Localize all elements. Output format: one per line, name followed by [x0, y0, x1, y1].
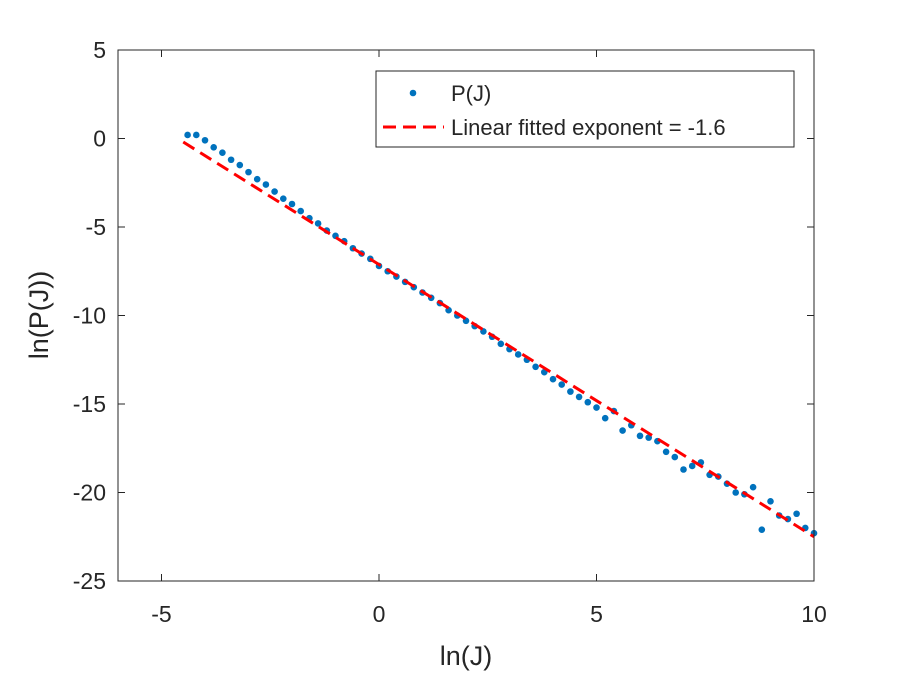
data-point: [297, 207, 305, 215]
data-point: [271, 188, 278, 195]
data-point: [514, 351, 522, 358]
legend-label-points: P(J): [451, 81, 491, 106]
y-axis-label: ln(P(J)): [24, 271, 54, 360]
y-tick-label: -5: [86, 214, 106, 240]
data-point: [253, 175, 261, 183]
x-tick-label: 5: [590, 601, 603, 627]
y-axis-ticks: 5 0 -5 -10 -15 -20 -25: [73, 37, 814, 594]
data-point: [680, 466, 687, 473]
fit-layer: [182, 140, 815, 539]
data-point: [793, 510, 800, 518]
x-tick-label: 0: [373, 601, 386, 627]
data-point: [227, 156, 235, 164]
data-point: [184, 131, 191, 139]
data-point: [288, 200, 296, 208]
y-tick-label: 5: [93, 37, 106, 63]
legend-box: [375, 70, 795, 148]
data-point: [567, 388, 574, 395]
data-point: [758, 526, 766, 533]
data-point: [210, 144, 217, 151]
data-point: [532, 363, 539, 371]
data-point: [593, 404, 600, 411]
x-tick-label: 10: [801, 601, 827, 627]
data-point: [245, 168, 252, 176]
data-point: [584, 398, 592, 406]
data-point: [619, 427, 626, 434]
data-point: [193, 131, 200, 139]
data-point: [732, 489, 739, 496]
legend: P(J) Linear fitted exponent = -1.6: [375, 70, 795, 148]
x-tick-label: -5: [151, 601, 171, 627]
x-axis-label: ln(J): [440, 641, 493, 671]
y-tick-label: 0: [93, 126, 106, 152]
y-tick-label: -20: [73, 480, 106, 506]
data-point: [262, 181, 270, 188]
fit-line: [182, 140, 815, 539]
data-point: [575, 393, 583, 401]
legend-label-fit: Linear fitted exponent = -1.6: [451, 115, 726, 140]
data-point: [201, 136, 209, 144]
y-tick-label: -15: [73, 391, 106, 417]
data-point: [549, 375, 557, 383]
data-point: [314, 220, 322, 227]
data-point: [749, 483, 757, 491]
data-point: [236, 161, 244, 169]
data-point: [671, 453, 679, 461]
y-tick-label: -25: [73, 568, 106, 594]
data-point: [636, 432, 644, 440]
data-point: [601, 414, 609, 422]
y-tick-label: -10: [73, 303, 106, 329]
data-point: [558, 381, 565, 388]
data-point: [662, 448, 670, 456]
data-point: [219, 149, 226, 156]
data-point: [497, 340, 505, 348]
legend-marker-points: [409, 89, 417, 97]
x-axis-ticks: -5 0 5 10: [151, 50, 827, 627]
data-point: [767, 498, 774, 505]
data-point: [688, 462, 696, 470]
data-point: [280, 195, 287, 202]
